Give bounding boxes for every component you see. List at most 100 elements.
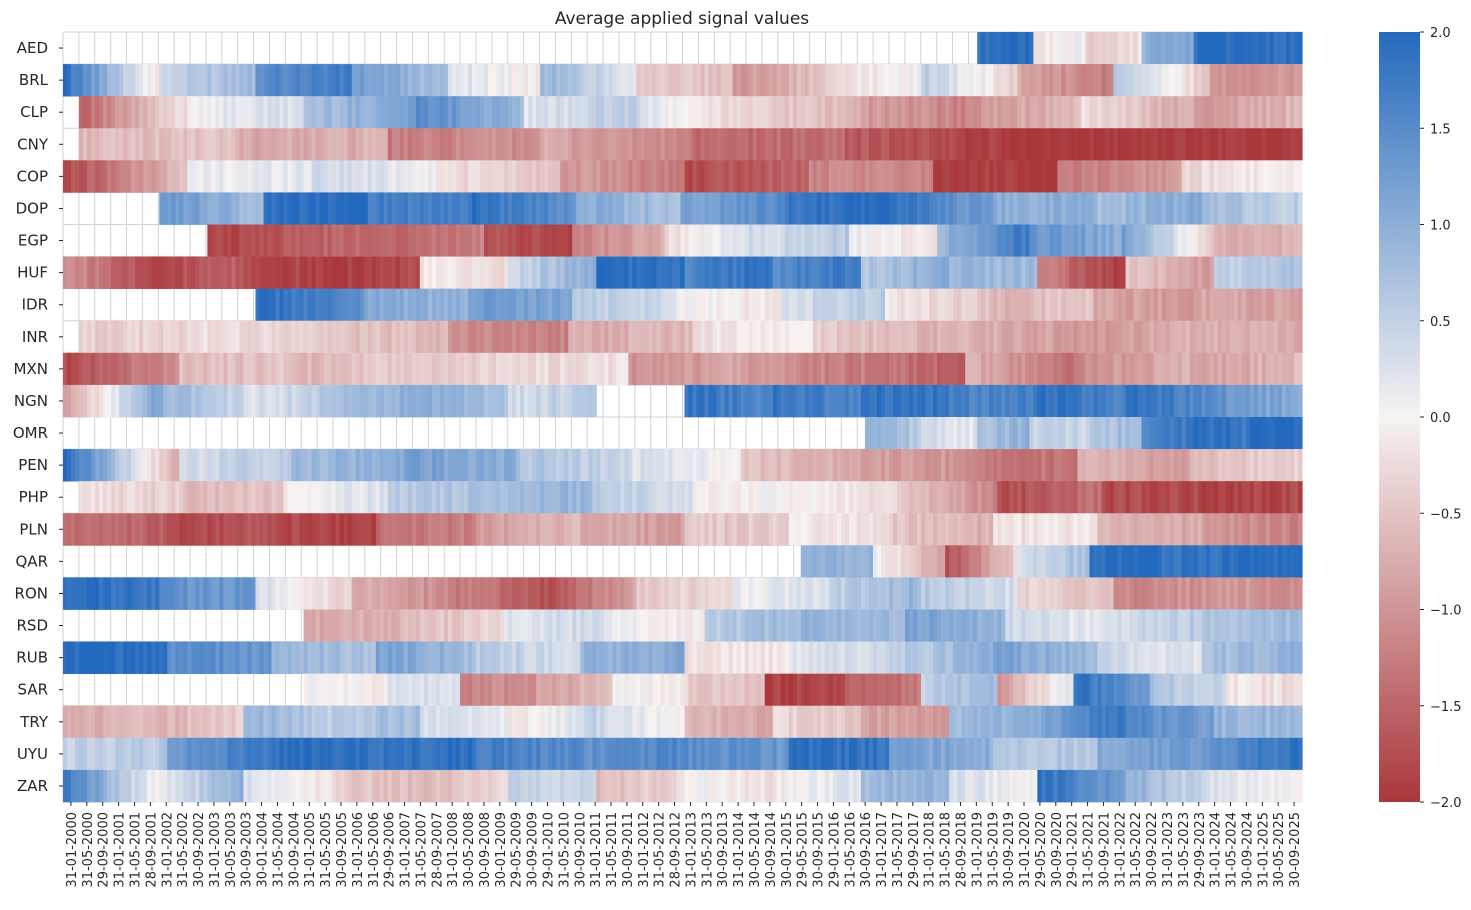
heatmap-cell	[339, 577, 345, 610]
heatmap-cell	[267, 128, 273, 161]
heatmap-cell	[880, 64, 886, 97]
heatmap-cell	[1193, 224, 1199, 257]
heatmap-cell	[1073, 417, 1079, 450]
heatmap-cell	[945, 128, 950, 161]
heatmap-cell	[1121, 384, 1127, 418]
heatmap-cell	[1005, 513, 1010, 546]
heatmap-cell	[688, 256, 694, 289]
heatmap-cell	[844, 192, 850, 225]
heatmap-cell	[419, 481, 425, 514]
heatmap-cell	[616, 96, 621, 129]
heatmap-cell	[744, 384, 750, 418]
heatmap-cell	[443, 320, 449, 354]
heatmap-cell	[552, 577, 557, 610]
heatmap-cell	[239, 384, 245, 418]
heatmap-cell	[75, 513, 80, 546]
heatmap-cell	[1017, 160, 1022, 193]
heatmap-cell	[195, 513, 200, 546]
heatmap-cell	[716, 384, 722, 418]
heatmap-cell	[387, 577, 393, 610]
heatmap-cell	[1201, 128, 1207, 161]
heatmap-cell	[504, 64, 509, 97]
heatmap-cell	[973, 224, 978, 257]
heatmap-cell	[913, 224, 918, 257]
heatmap-cell	[375, 352, 381, 386]
heatmap-cell	[740, 224, 746, 257]
heatmap-cell	[435, 481, 441, 514]
heatmap-cell	[183, 481, 188, 514]
heatmap-cell	[612, 96, 617, 129]
heatmap-cell	[856, 128, 862, 161]
heatmap-cell	[564, 513, 569, 546]
heatmap-cell	[1065, 224, 1071, 257]
heatmap-cell	[961, 64, 966, 97]
heatmap-cell	[588, 256, 593, 289]
heatmap-cell	[989, 320, 994, 354]
heatmap-cell	[588, 449, 593, 482]
heatmap-cell	[632, 577, 637, 610]
heatmap-cell	[1249, 64, 1255, 97]
heatmap-cells	[63, 32, 1303, 803]
heatmap-cell	[756, 256, 762, 289]
heatmap-cell	[439, 160, 445, 193]
heatmap-cell	[103, 320, 108, 354]
heatmap-cell	[191, 64, 196, 97]
heatmap-cell	[608, 160, 613, 193]
heatmap-cell	[107, 320, 112, 354]
heatmap-cell	[720, 288, 726, 322]
heatmap-cell	[836, 320, 842, 354]
heatmap-cell	[808, 256, 814, 289]
heatmap-cell	[985, 352, 990, 386]
heatmap-cell	[989, 256, 994, 289]
heatmap-cell	[632, 256, 637, 289]
heatmap-cell	[99, 513, 104, 546]
heatmap-cell	[901, 64, 906, 97]
heatmap-cell	[997, 96, 1002, 129]
heatmap-cell	[576, 449, 581, 482]
heatmap-cell	[1233, 417, 1239, 450]
heatmap-cell	[1049, 417, 1054, 450]
heatmap-cell	[1065, 128, 1071, 161]
heatmap-cell	[640, 481, 646, 514]
heatmap-cell	[63, 352, 68, 386]
heatmap-cell	[395, 384, 401, 418]
heatmap-cell	[403, 513, 409, 546]
heatmap-cell	[1265, 192, 1271, 225]
heatmap-cell	[945, 288, 950, 322]
heatmap-cell	[215, 513, 220, 546]
heatmap-cell	[496, 577, 501, 610]
heatmap-cell	[889, 481, 894, 514]
heatmap-cell	[536, 256, 541, 289]
heatmap-cell	[848, 256, 854, 289]
heatmap-cell	[451, 609, 457, 642]
heatmap-cell	[552, 288, 557, 322]
heatmap-cell	[1117, 417, 1123, 450]
heatmap-cell	[439, 128, 445, 161]
heatmap-cell	[227, 481, 233, 514]
heatmap-cell	[95, 128, 100, 161]
heatmap-cell	[1093, 577, 1099, 610]
heatmap-cell	[427, 481, 433, 514]
heatmap-cell	[95, 64, 100, 97]
heatmap-cell	[548, 192, 553, 225]
heatmap-cell	[247, 256, 253, 289]
heatmap-cell	[1149, 417, 1155, 450]
heatmap-cell	[187, 449, 192, 482]
heatmap-cell	[1085, 449, 1091, 482]
heatmap-cell	[1253, 288, 1259, 322]
heatmap-cell	[504, 481, 509, 514]
heatmap-cell	[973, 320, 978, 354]
heatmap-cell	[1237, 545, 1243, 578]
heatmap-cell	[383, 609, 389, 642]
heatmap-cell	[712, 256, 718, 289]
heatmap-cell	[451, 513, 457, 546]
heatmap-cell	[311, 128, 317, 161]
heatmap-cell	[836, 224, 842, 257]
heatmap-cell	[343, 192, 349, 225]
heatmap-cell	[620, 256, 625, 289]
heatmap-cell	[921, 577, 926, 610]
heatmap-cell	[1097, 128, 1103, 161]
heatmap-cell	[1049, 32, 1054, 65]
heatmap-cell	[528, 449, 533, 482]
heatmap-cell	[993, 256, 998, 289]
